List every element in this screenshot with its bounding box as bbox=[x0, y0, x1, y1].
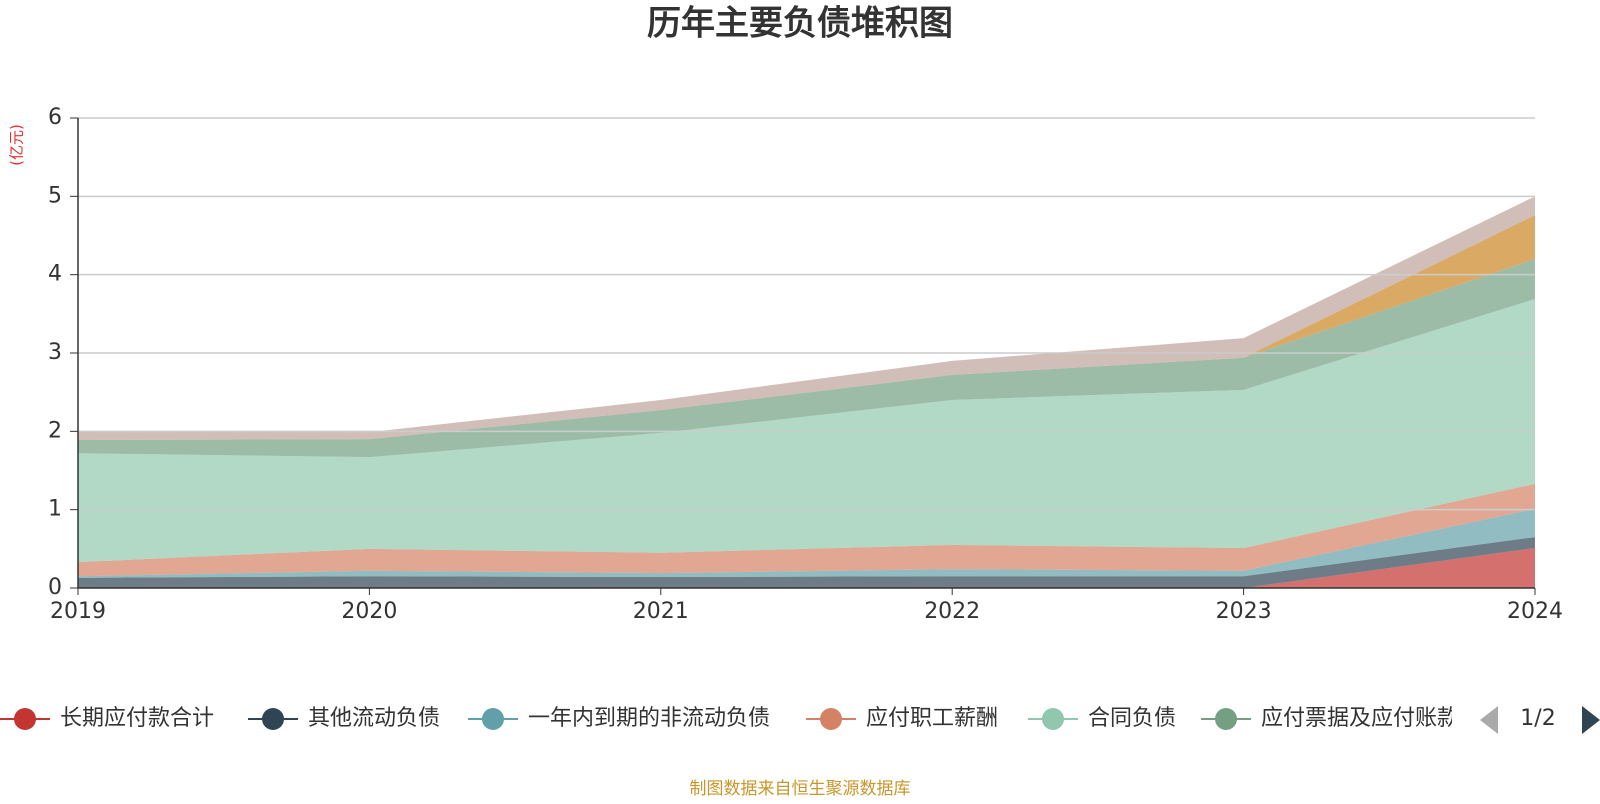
legend-prev[interactable] bbox=[1480, 706, 1498, 734]
chart-title: 历年主要负债堆积图 bbox=[647, 4, 953, 44]
y-tick-label: 5 bbox=[48, 183, 62, 208]
legend-next[interactable] bbox=[1582, 706, 1600, 734]
legend-label: 应付职工薪酬 bbox=[866, 706, 998, 731]
plot bbox=[78, 196, 1535, 588]
x-tick-label: 2021 bbox=[633, 599, 689, 624]
area bbox=[78, 298, 1535, 563]
y-tick-label: 6 bbox=[48, 105, 62, 130]
legend-marker bbox=[1215, 708, 1237, 730]
y-tick-label: 0 bbox=[48, 575, 62, 600]
legend-page: 1/2 bbox=[1520, 706, 1555, 731]
area bbox=[78, 196, 1535, 440]
y-tick-label: 1 bbox=[48, 497, 62, 522]
legend-label: 长期应付款合计 bbox=[60, 706, 214, 731]
area bbox=[78, 537, 1535, 588]
legend-label: 合同负债 bbox=[1088, 706, 1176, 731]
y-unit: (亿元) bbox=[8, 124, 26, 166]
y-tick-label: 4 bbox=[48, 262, 62, 287]
legend-marker bbox=[262, 708, 284, 730]
legend-marker bbox=[14, 708, 36, 730]
legend-label: 一年内到期的非流动负债 bbox=[528, 706, 770, 731]
legend-marker bbox=[820, 708, 842, 730]
x-tick-label: 2023 bbox=[1216, 599, 1272, 624]
legend-marker bbox=[482, 708, 504, 730]
x-tick-label: 2019 bbox=[50, 599, 106, 624]
legend: 长期应付款合计 其他流动负债 一年内到期的非流动负债 应付职工薪酬 合同负债 应付票据及应… bbox=[0, 706, 1459, 731]
legend-label: 其他流动负债 bbox=[308, 706, 440, 731]
source-note: 制图数据来自恒生聚源数据库 bbox=[690, 779, 911, 799]
x-tick-label: 2024 bbox=[1507, 599, 1563, 624]
legend-marker bbox=[1042, 708, 1064, 730]
area bbox=[78, 548, 1535, 588]
area bbox=[78, 259, 1535, 458]
x-tick-label: 2022 bbox=[924, 599, 980, 624]
y-tick-label: 3 bbox=[48, 340, 62, 365]
area bbox=[78, 483, 1535, 577]
x-tick-label: 2020 bbox=[341, 599, 397, 624]
y-tick-label: 2 bbox=[48, 418, 62, 443]
legend-label: 应付票据及应付账款 bbox=[1261, 706, 1459, 731]
